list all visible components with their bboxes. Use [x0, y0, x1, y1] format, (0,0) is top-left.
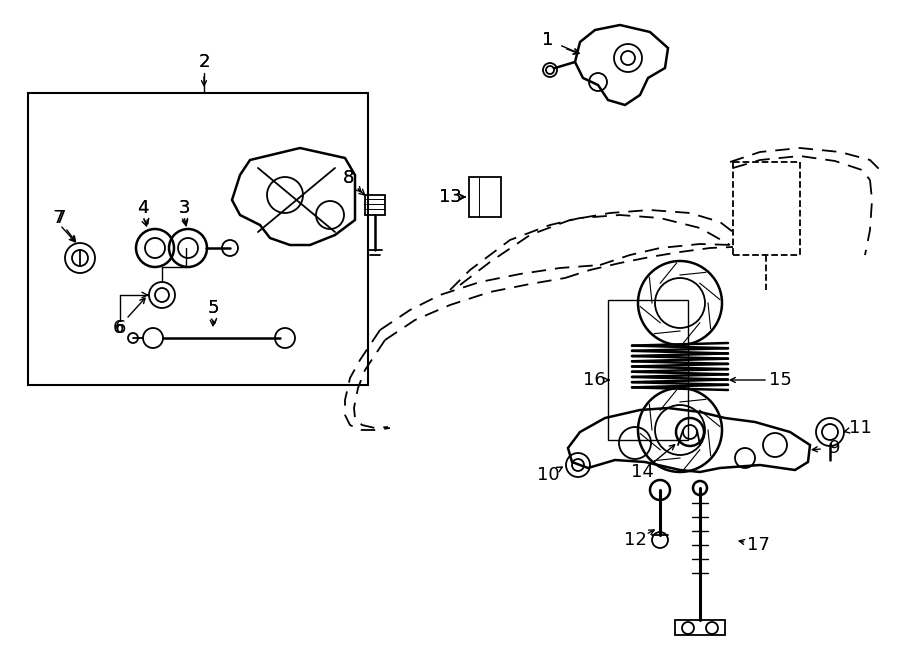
Text: 3: 3 [178, 199, 190, 217]
Text: 17: 17 [747, 536, 770, 554]
Text: 3: 3 [178, 199, 190, 217]
Text: 1: 1 [543, 31, 553, 49]
Text: 6: 6 [114, 319, 126, 337]
Text: 13: 13 [438, 188, 462, 206]
Text: 2: 2 [198, 53, 210, 71]
Text: 10: 10 [536, 466, 559, 484]
Text: 7: 7 [54, 209, 66, 227]
Text: 1: 1 [543, 31, 553, 49]
Text: 4: 4 [137, 199, 148, 217]
Text: 12: 12 [624, 531, 646, 549]
Text: 9: 9 [829, 439, 841, 457]
Text: 15: 15 [769, 371, 791, 389]
Text: 14: 14 [631, 463, 653, 481]
Text: 4: 4 [137, 199, 148, 217]
Text: 16: 16 [582, 371, 606, 389]
Text: 6: 6 [112, 319, 123, 337]
Text: 7: 7 [52, 209, 64, 227]
Text: 11: 11 [849, 419, 871, 437]
Text: 2: 2 [198, 53, 210, 71]
Text: 8: 8 [342, 169, 354, 187]
Text: 5: 5 [207, 299, 219, 317]
Text: 13: 13 [438, 188, 462, 206]
Text: 8: 8 [342, 169, 354, 187]
Text: 5: 5 [207, 299, 219, 317]
